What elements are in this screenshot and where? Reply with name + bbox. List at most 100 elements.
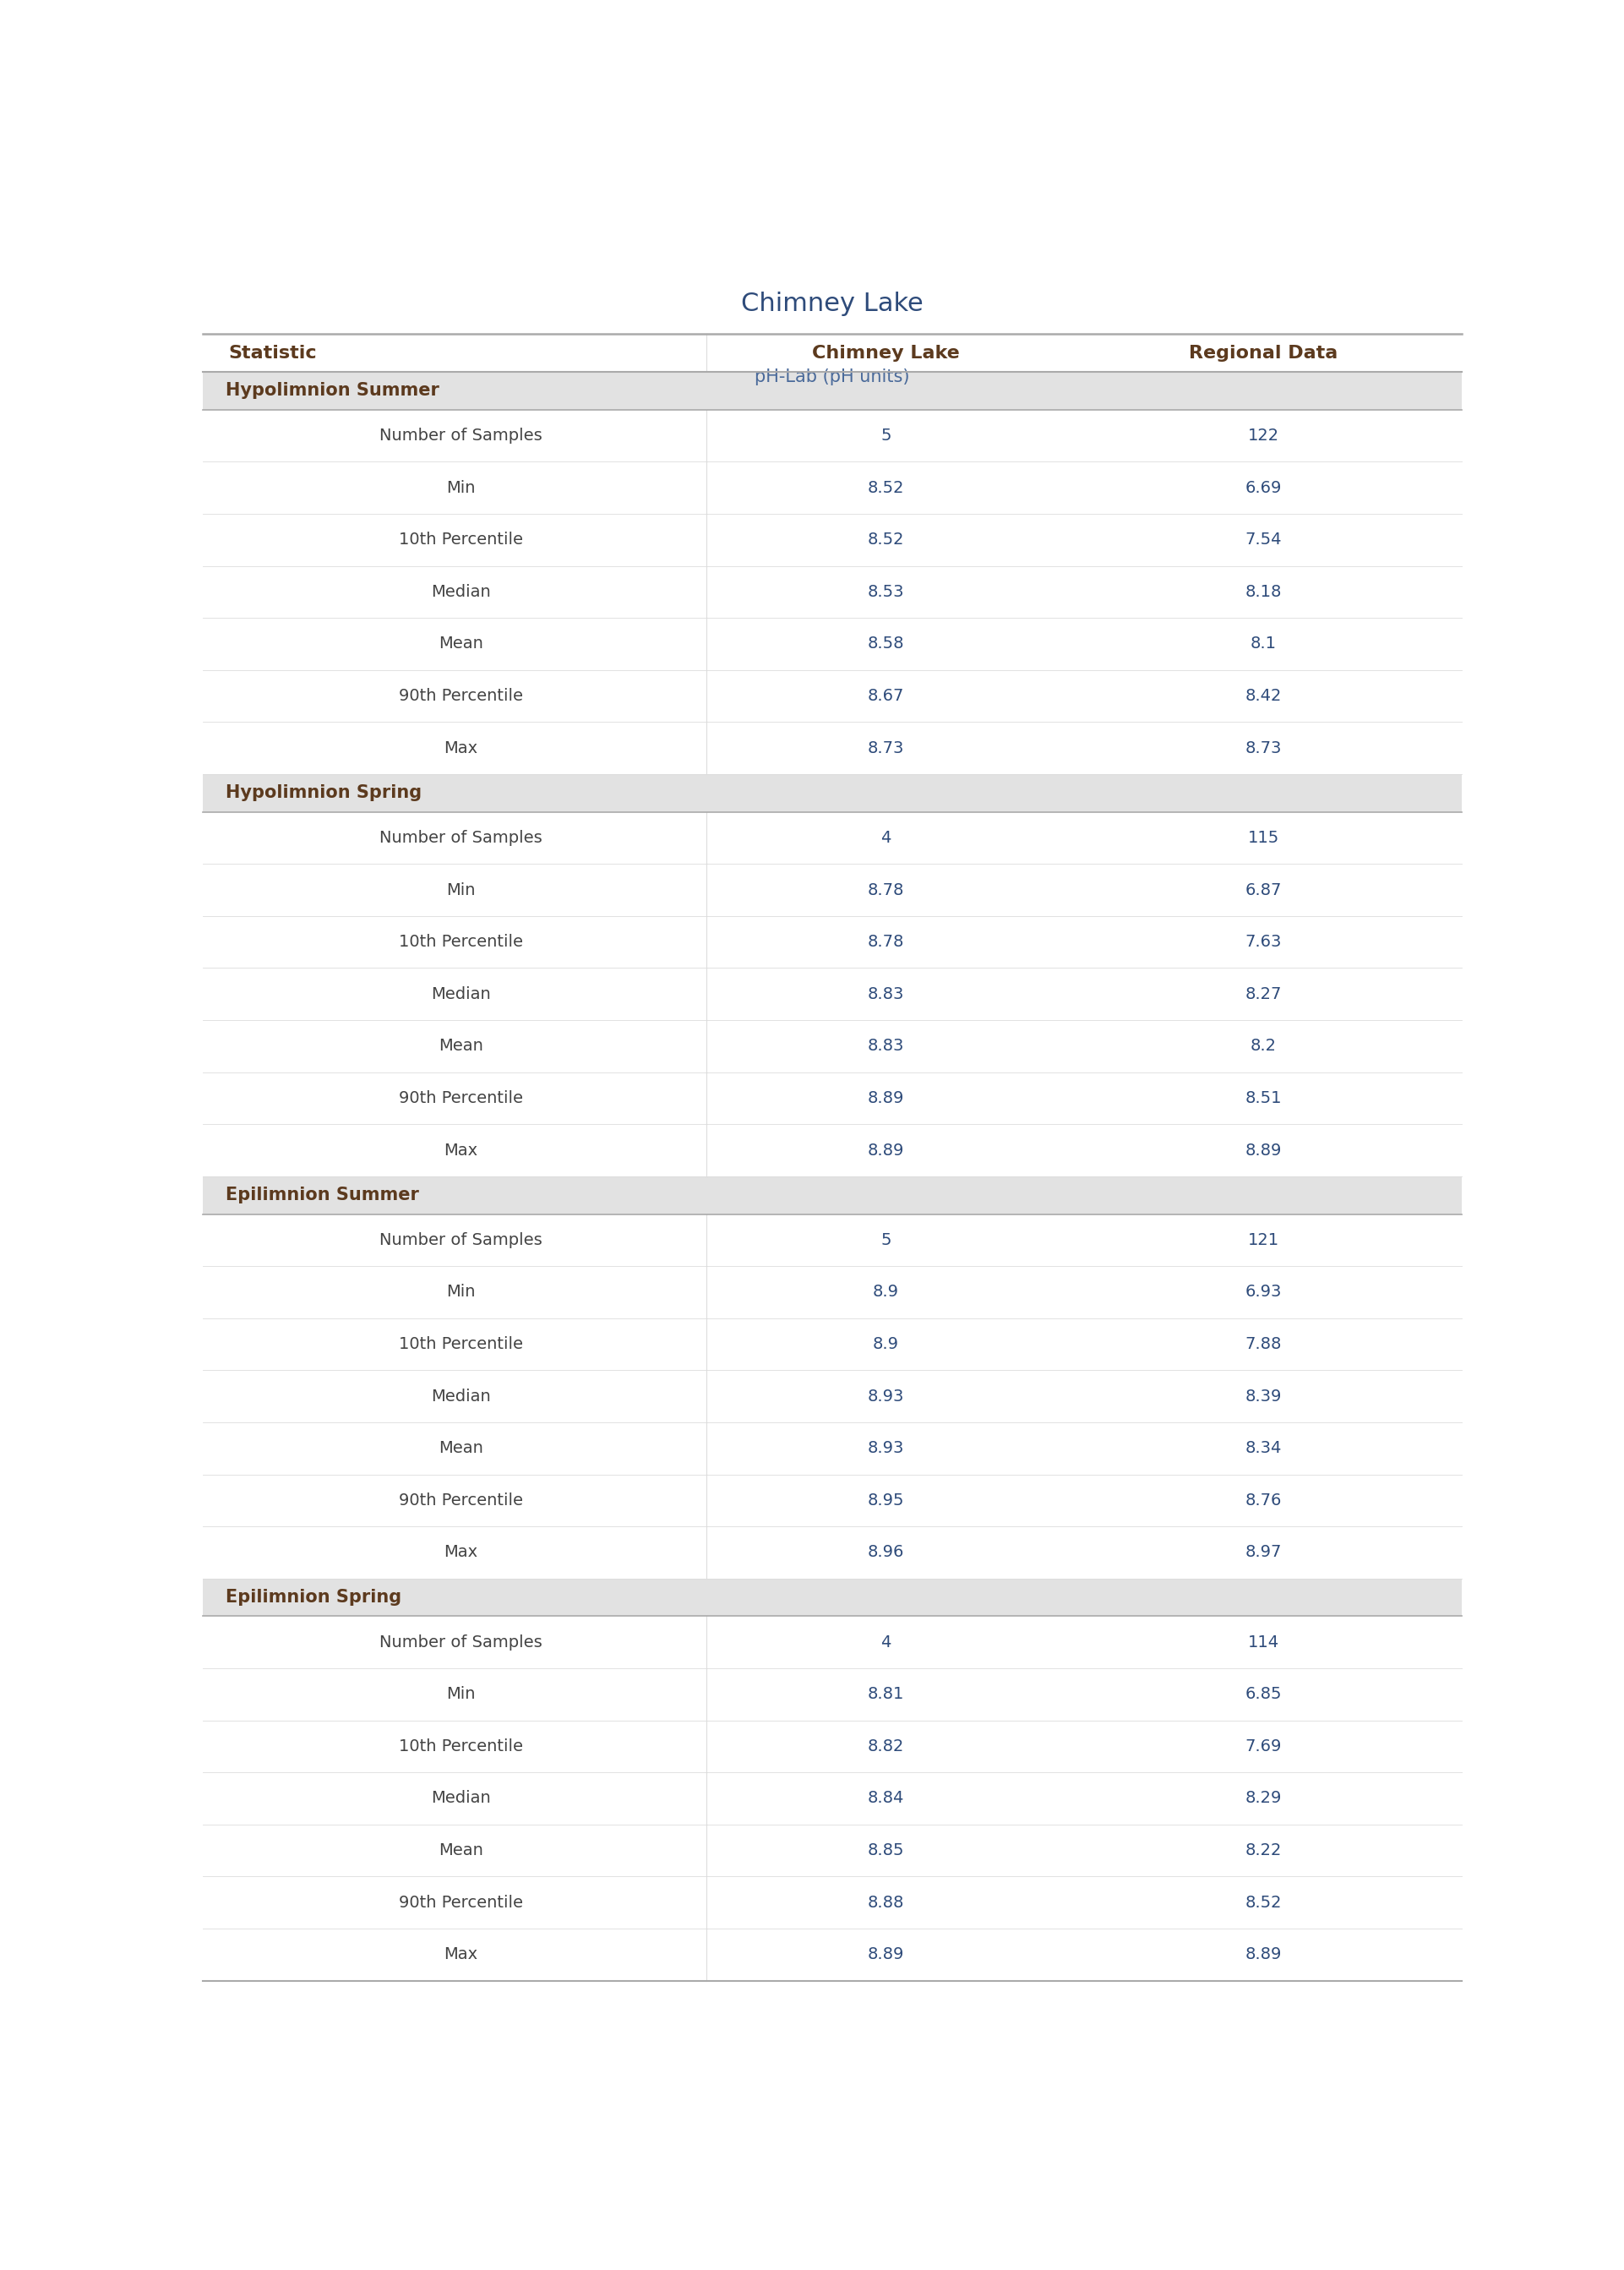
- Bar: [203, 1930, 1462, 1982]
- Text: pH-Lab (pH units): pH-Lab (pH units): [755, 368, 909, 386]
- Text: 8.93: 8.93: [867, 1439, 905, 1457]
- Text: 8.82: 8.82: [867, 1739, 905, 1755]
- Text: 8.88: 8.88: [867, 1895, 905, 1911]
- Bar: [203, 1124, 1462, 1176]
- Bar: [203, 1423, 1462, 1473]
- Text: Statistic: Statistic: [227, 345, 317, 361]
- Text: 8.51: 8.51: [1246, 1090, 1281, 1105]
- Bar: [203, 1473, 1462, 1525]
- Text: 8.83: 8.83: [867, 1037, 905, 1053]
- Text: 8.52: 8.52: [867, 479, 905, 495]
- Bar: [203, 1371, 1462, 1423]
- Text: 8.78: 8.78: [867, 883, 905, 899]
- Text: Hypolimnion Summer: Hypolimnion Summer: [226, 381, 440, 400]
- Text: Chimney Lake: Chimney Lake: [812, 345, 960, 361]
- Bar: [203, 1825, 1462, 1877]
- Text: 7.88: 7.88: [1246, 1337, 1281, 1353]
- Text: 5: 5: [880, 427, 892, 443]
- Text: 114: 114: [1247, 1634, 1280, 1650]
- Bar: [203, 1668, 1462, 1721]
- Text: 8.2: 8.2: [1250, 1037, 1276, 1053]
- Text: Number of Samples: Number of Samples: [380, 831, 542, 847]
- Text: Min: Min: [447, 1285, 476, 1301]
- Text: 90th Percentile: 90th Percentile: [400, 1090, 523, 1105]
- Bar: [203, 372, 1462, 409]
- Text: 8.73: 8.73: [1246, 740, 1281, 756]
- Text: 10th Percentile: 10th Percentile: [400, 933, 523, 951]
- Text: 8.22: 8.22: [1246, 1843, 1281, 1859]
- Text: Mean: Mean: [438, 1439, 484, 1457]
- Text: Max: Max: [443, 1948, 477, 1964]
- Text: 8.9: 8.9: [872, 1337, 900, 1353]
- Text: 8.93: 8.93: [867, 1389, 905, 1405]
- Bar: [203, 774, 1462, 813]
- Text: 8.52: 8.52: [867, 531, 905, 547]
- Bar: [203, 1214, 1462, 1267]
- Bar: [203, 1319, 1462, 1371]
- Text: 6.87: 6.87: [1246, 883, 1281, 899]
- Text: Number of Samples: Number of Samples: [380, 1634, 542, 1650]
- Text: Epilimnion Summer: Epilimnion Summer: [226, 1187, 419, 1203]
- Text: 8.1: 8.1: [1250, 636, 1276, 651]
- Bar: [203, 617, 1462, 670]
- Text: 8.39: 8.39: [1246, 1389, 1281, 1405]
- Text: Max: Max: [443, 1544, 477, 1559]
- Text: 8.83: 8.83: [867, 985, 905, 1001]
- Text: 10th Percentile: 10th Percentile: [400, 1739, 523, 1755]
- Text: 6.85: 6.85: [1246, 1687, 1281, 1702]
- Text: 8.89: 8.89: [867, 1948, 905, 1964]
- Text: 8.84: 8.84: [867, 1791, 905, 1807]
- Text: 8.76: 8.76: [1246, 1491, 1281, 1507]
- Text: Mean: Mean: [438, 636, 484, 651]
- Text: 8.9: 8.9: [872, 1285, 900, 1301]
- Text: 8.89: 8.89: [867, 1090, 905, 1105]
- Text: 8.96: 8.96: [867, 1544, 905, 1559]
- Bar: [203, 813, 1462, 865]
- Bar: [203, 967, 1462, 1019]
- Bar: [203, 565, 1462, 617]
- Bar: [203, 1578, 1462, 1616]
- Text: 8.52: 8.52: [1246, 1895, 1281, 1911]
- Text: Mean: Mean: [438, 1843, 484, 1859]
- Text: Regional Data: Regional Data: [1189, 345, 1338, 361]
- Text: 8.78: 8.78: [867, 933, 905, 951]
- Text: 8.73: 8.73: [867, 740, 905, 756]
- Bar: [203, 1267, 1462, 1319]
- Text: 4: 4: [880, 831, 892, 847]
- Bar: [203, 1773, 1462, 1825]
- Bar: [203, 865, 1462, 917]
- Bar: [203, 1176, 1462, 1214]
- Text: 8.29: 8.29: [1246, 1791, 1281, 1807]
- Text: 8.18: 8.18: [1246, 583, 1281, 599]
- Text: 7.54: 7.54: [1246, 531, 1281, 547]
- Text: Min: Min: [447, 479, 476, 495]
- Text: Min: Min: [447, 883, 476, 899]
- Bar: [203, 1616, 1462, 1668]
- Text: 8.34: 8.34: [1246, 1439, 1281, 1457]
- Text: 8.95: 8.95: [867, 1491, 905, 1507]
- Bar: [203, 722, 1462, 774]
- Text: Epilimnion Spring: Epilimnion Spring: [226, 1589, 401, 1605]
- Text: Median: Median: [430, 583, 490, 599]
- Text: Median: Median: [430, 985, 490, 1001]
- Text: 8.85: 8.85: [867, 1843, 905, 1859]
- Text: 8.97: 8.97: [1246, 1544, 1281, 1559]
- Text: Min: Min: [447, 1687, 476, 1702]
- Text: Hypolimnion Spring: Hypolimnion Spring: [226, 785, 422, 801]
- Text: 8.42: 8.42: [1246, 688, 1281, 704]
- Bar: [203, 409, 1462, 461]
- Text: Number of Samples: Number of Samples: [380, 427, 542, 443]
- Text: 90th Percentile: 90th Percentile: [400, 688, 523, 704]
- Bar: [203, 1071, 1462, 1124]
- Text: Mean: Mean: [438, 1037, 484, 1053]
- Text: 8.89: 8.89: [1246, 1142, 1281, 1158]
- Text: 90th Percentile: 90th Percentile: [400, 1491, 523, 1507]
- Text: Max: Max: [443, 1142, 477, 1158]
- Bar: [203, 334, 1462, 372]
- Text: 8.53: 8.53: [867, 583, 905, 599]
- Text: Median: Median: [430, 1791, 490, 1807]
- Bar: [203, 1721, 1462, 1773]
- Bar: [203, 917, 1462, 967]
- Text: Number of Samples: Number of Samples: [380, 1233, 542, 1248]
- Text: 6.69: 6.69: [1246, 479, 1281, 495]
